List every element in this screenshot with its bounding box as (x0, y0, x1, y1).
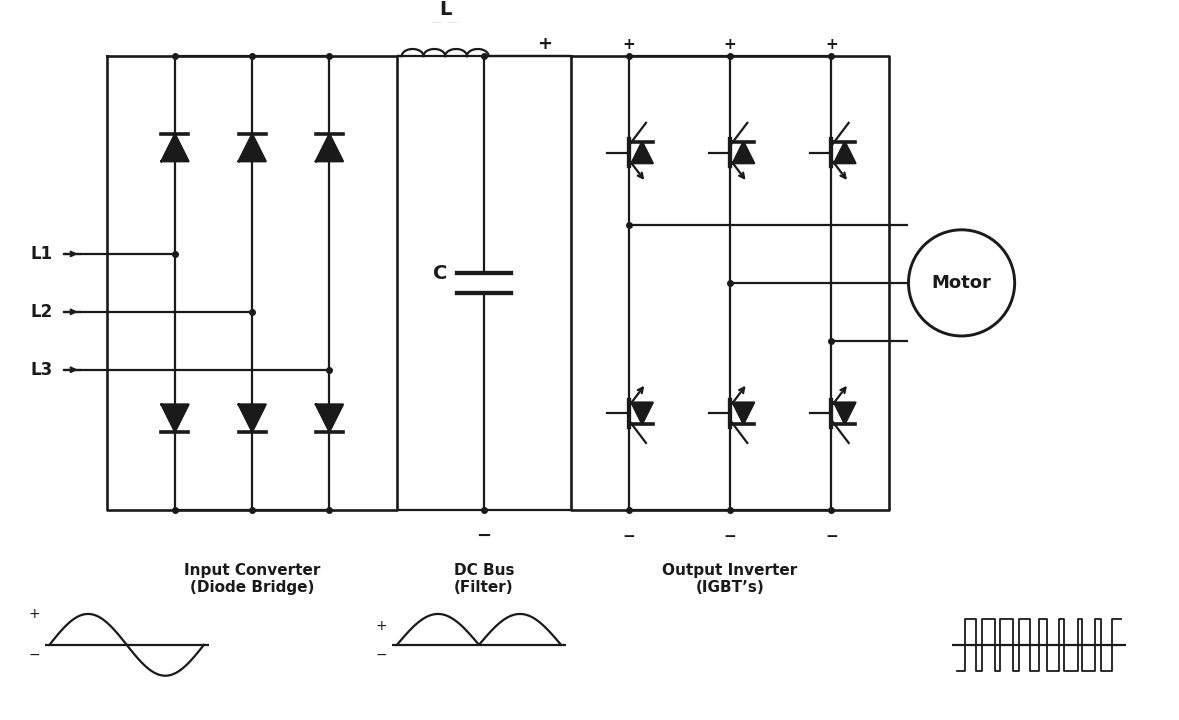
Text: +: + (623, 37, 635, 52)
Polygon shape (632, 402, 653, 424)
Text: Motor: Motor (931, 274, 992, 292)
Text: L3: L3 (31, 361, 52, 379)
Text: −: − (825, 529, 837, 544)
Polygon shape (632, 142, 653, 163)
Text: C: C (433, 264, 447, 283)
Text: +: + (538, 35, 553, 53)
Polygon shape (162, 134, 189, 161)
Text: −: − (376, 647, 387, 662)
Text: +: + (28, 607, 40, 621)
Polygon shape (835, 402, 856, 424)
Polygon shape (238, 405, 265, 431)
Polygon shape (316, 134, 343, 161)
Polygon shape (733, 142, 755, 163)
Polygon shape (835, 142, 856, 163)
Polygon shape (162, 405, 189, 431)
Text: −: − (623, 529, 635, 544)
Text: −: − (28, 647, 40, 662)
Text: L1: L1 (31, 245, 52, 263)
Polygon shape (238, 134, 265, 161)
Text: DC Bus
(Filter): DC Bus (Filter) (454, 563, 514, 595)
Text: +: + (825, 37, 837, 52)
Text: Input Converter
(Diode Bridge): Input Converter (Diode Bridge) (184, 563, 321, 595)
Text: L: L (439, 0, 452, 19)
Text: +: + (376, 619, 387, 634)
Text: L2: L2 (31, 303, 52, 321)
Polygon shape (316, 405, 343, 431)
Text: +: + (724, 37, 737, 52)
Text: Output Inverter
(IGBT’s): Output Inverter (IGBT’s) (663, 563, 797, 595)
Text: −: − (476, 527, 492, 545)
Text: −: − (724, 529, 737, 544)
Polygon shape (733, 402, 755, 424)
